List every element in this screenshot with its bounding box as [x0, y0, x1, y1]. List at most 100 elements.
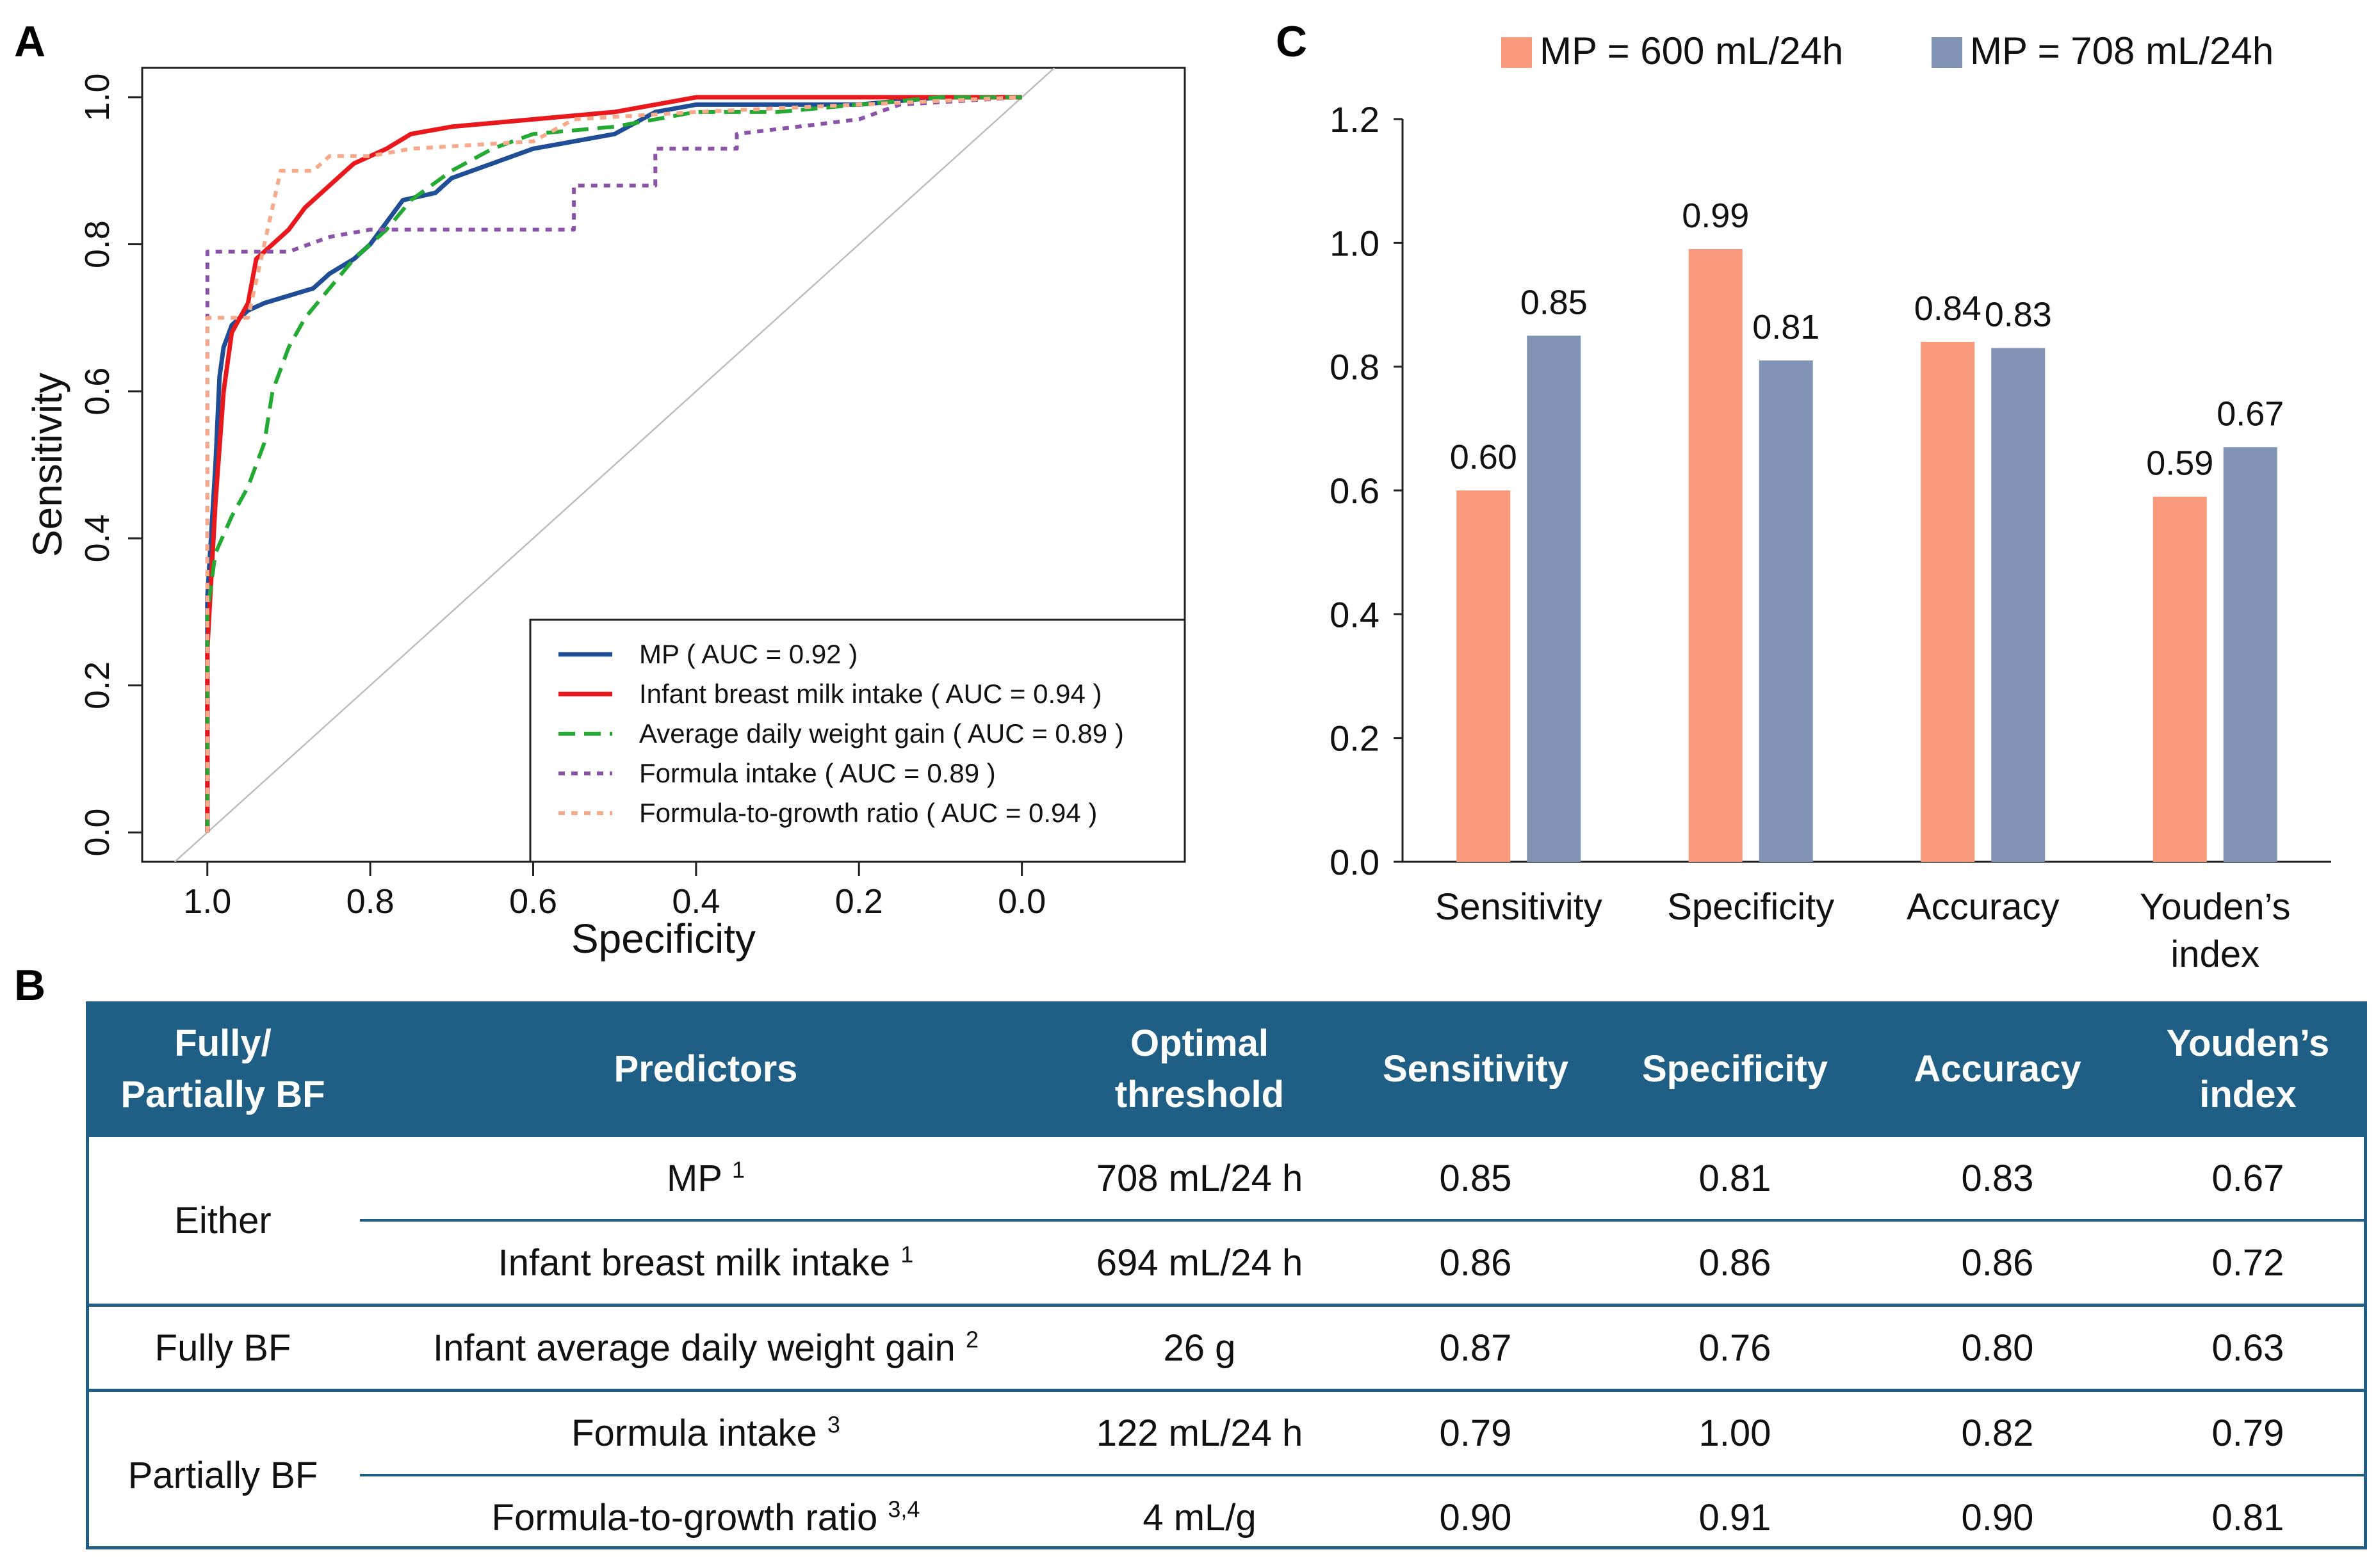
bar-value-label: 0.85: [1520, 283, 1588, 321]
specificity-cell: 0.76: [1604, 1305, 1866, 1392]
bar-2-3: [1991, 348, 2046, 862]
youden-cell: 0.67: [2129, 1137, 2367, 1222]
specificity-cell: 0.86: [1604, 1220, 1866, 1307]
roc-y-tick-label: 0.0: [78, 809, 117, 857]
bar-legend-label-1: MP = 600 mL/24h: [1540, 29, 1843, 72]
bar-value-label: 0.60: [1450, 438, 1517, 476]
threshold-cell: 4 mL/g: [1143, 1496, 1257, 1539]
predictor-cell: Formula-to-growth ratio 3,4: [491, 1496, 920, 1539]
bar-category-label: Accuracy: [1907, 886, 2060, 928]
bar-2-4: [2223, 447, 2277, 862]
predictor-table: Fully/Partially BF Predictors Optimal thr…: [86, 1001, 2367, 1558]
roc-legend-box: [529, 618, 1186, 863]
table-row: Infant breast milk intake 1 694 mL/24 h …: [86, 1220, 2367, 1307]
roc-chart: 1.0 0.8 0.6 0.4 0.2 0.0 0.0 0.2 0.4 0.6 0.8 1.0 Spec…: [24, 67, 1186, 962]
header-group: Fully/Partially BF: [86, 1001, 360, 1137]
roc-diagonal-line: [174, 68, 1055, 862]
threshold-cell: 122 mL/24 h: [1052, 1390, 1347, 1476]
bar-value-label: 0.99: [1682, 197, 1749, 235]
header-accuracy: Accuracy: [1866, 1001, 2129, 1137]
bar-1-4: [2152, 496, 2207, 862]
threshold-cell: 26 g: [1052, 1305, 1347, 1392]
threshold-cell: 694 mL/24 h: [1052, 1220, 1347, 1307]
roc-x-tick-label: 0.8: [346, 882, 395, 921]
roc-x-tick-label: 0.4: [672, 882, 720, 921]
roc-legend-label-5: Formula-to-growth ratio ( AUC = 0.94 ): [639, 798, 1097, 828]
group-cell-partially: Partially BF: [127, 1454, 318, 1496]
bar-category-label: Sensitivity: [1435, 886, 1602, 928]
roc-legend-label-4: Formula intake ( AUC = 0.89 ): [639, 758, 996, 788]
bar-1-1: [1456, 490, 1511, 862]
youden-cell: 0.81: [2211, 1496, 2284, 1539]
bar-1-3: [1921, 342, 1975, 862]
predictor-cell: Infant breast milk intake 1: [360, 1220, 1052, 1307]
specificity-cell: 0.91: [1698, 1496, 1771, 1539]
bar-legend-swatch-2: [1932, 37, 1962, 68]
threshold-cell: 708 mL/24 h: [1052, 1137, 1347, 1222]
bar-legend-label-2: MP = 708 mL/24h: [1970, 29, 2274, 72]
group-cell-fully: Fully BF: [86, 1305, 360, 1392]
bar-1-2: [1688, 249, 1743, 862]
roc-x-tick-label: 1.0: [183, 882, 231, 921]
specificity-cell: 1.00: [1604, 1390, 1866, 1476]
bar-value-label: 0.67: [2217, 394, 2284, 433]
bar-category-label: index: [2170, 934, 2259, 975]
roc-x-tick-label: 0.2: [835, 882, 883, 921]
roc-curve-2: [205, 95, 1022, 833]
accuracy-cell: 0.80: [1866, 1305, 2129, 1392]
roc-curve-5: [205, 95, 1022, 833]
table-row: Partially BF Formula intake 3 122 mL/24 …: [86, 1390, 2367, 1496]
panel-label-c: C: [1276, 17, 1308, 66]
sensitivity-cell: 0.85: [1347, 1137, 1604, 1222]
bar-2-2: [1759, 360, 1813, 862]
bar-y-tick-label: 1.0: [1330, 223, 1379, 263]
bar-2-1: [1527, 335, 1581, 862]
bar-category-label: Specificity: [1667, 886, 1834, 928]
roc-legend-label-2: Infant breast milk intake ( AUC = 0.94 ): [639, 679, 1102, 709]
header-predictors: Predictors: [360, 1001, 1052, 1137]
roc-y-axis-label: Sensitivity: [24, 373, 70, 557]
roc-curve-1: [205, 95, 1022, 833]
predictor-cell: Formula intake 3: [360, 1390, 1052, 1476]
group-cell-either: Either: [86, 1137, 360, 1307]
predictor-cell: MP 1: [360, 1137, 1052, 1222]
roc-curve-3: [205, 95, 1022, 833]
roc-y-tick-label: 1.0: [78, 73, 117, 121]
youden-cell: 0.63: [2129, 1305, 2367, 1392]
roc-legend-label-3: Average daily weight gain ( AUC = 0.89 ): [639, 718, 1124, 748]
accuracy-cell: 0.83: [1866, 1137, 2129, 1222]
header-specificity: Specificity: [1604, 1001, 1866, 1137]
bar-value-label: 0.59: [2146, 444, 2213, 483]
roc-y-tick-label: 0.4: [78, 514, 117, 562]
roc-legend-label-1: MP ( AUC = 0.92 ): [639, 639, 858, 669]
bar-legend-swatch-1: [1501, 37, 1532, 68]
table-header-row: Fully/Partially BF Predictors Optimal thr…: [86, 1001, 2367, 1137]
bar-value-label: 0.84: [1914, 289, 1981, 328]
youden-cell: 0.72: [2129, 1220, 2367, 1307]
panel-label-b: B: [14, 961, 46, 1010]
header-youden: Youden’s index: [2129, 1001, 2367, 1137]
sensitivity-cell: 0.86: [1347, 1220, 1604, 1307]
bar-chart: 0.0 0.2 0.4 0.6 0.8 1.0 1.2 0.60 0.85 Sensitivity…: [1330, 29, 2331, 975]
accuracy-cell: 0.86: [1866, 1220, 2129, 1307]
bar-category-label: Youden’s: [2140, 886, 2290, 928]
table-row: Either MP 1 708 mL/24 h 0.85 0.81 0.83 0…: [86, 1137, 2367, 1307]
accuracy-cell: 0.82: [1866, 1390, 2129, 1476]
sensitivity-cell: 0.90: [1439, 1496, 1512, 1539]
table-row: Fully BF Infant average daily weight gai…: [86, 1305, 2367, 1392]
bar-value-label: 0.81: [1752, 308, 1819, 346]
roc-x-tick-label: 0.0: [998, 882, 1046, 921]
bar-y-tick-label: 1.2: [1330, 99, 1379, 140]
sensitivity-cell: 0.79: [1347, 1390, 1604, 1476]
bar-y-tick-label: 0.8: [1330, 347, 1379, 387]
bar-value-label: 0.83: [1985, 296, 2052, 334]
bar-y-tick-label: 0.6: [1330, 471, 1379, 511]
roc-x-tick-label: 0.6: [509, 882, 557, 921]
specificity-cell: 0.81: [1604, 1137, 1866, 1222]
roc-y-tick-label: 0.2: [78, 661, 117, 709]
bar-y-tick-label: 0.4: [1330, 594, 1379, 634]
bar-y-tick-label: 0.2: [1330, 718, 1379, 759]
youden-cell: 0.79: [2129, 1390, 2367, 1476]
sensitivity-cell: 0.87: [1347, 1305, 1604, 1392]
header-sensitivity: Sensitivity: [1347, 1001, 1604, 1137]
